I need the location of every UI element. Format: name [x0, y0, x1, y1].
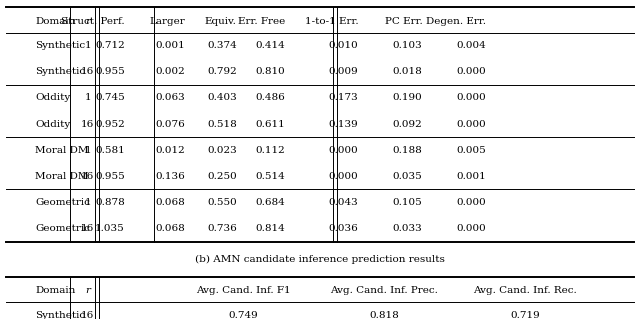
Text: 0.009: 0.009 [329, 67, 358, 76]
Text: 0.035: 0.035 [393, 172, 422, 181]
Text: 0.043: 0.043 [329, 198, 358, 207]
Text: Oddity: Oddity [35, 120, 70, 129]
Text: 0.250: 0.250 [207, 172, 237, 181]
Text: 0.792: 0.792 [207, 67, 237, 76]
Text: 0.518: 0.518 [207, 120, 237, 129]
Text: 0.068: 0.068 [156, 224, 186, 233]
Text: Synthetic: Synthetic [35, 311, 85, 319]
Text: 0.403: 0.403 [207, 93, 237, 102]
Text: r: r [85, 17, 90, 26]
Text: 0.684: 0.684 [255, 198, 285, 207]
Text: 0.139: 0.139 [329, 120, 358, 129]
Text: 0.000: 0.000 [457, 120, 486, 129]
Text: 0.012: 0.012 [156, 146, 186, 155]
Text: 0.001: 0.001 [156, 41, 186, 50]
Text: 0.000: 0.000 [457, 67, 486, 76]
Text: Moral DM: Moral DM [35, 146, 89, 155]
Text: 0.736: 0.736 [207, 224, 237, 233]
Text: 0.023: 0.023 [207, 146, 237, 155]
Text: 0.173: 0.173 [329, 93, 358, 102]
Text: 16: 16 [81, 311, 94, 319]
Text: 1.035: 1.035 [95, 224, 125, 233]
Text: 0.005: 0.005 [457, 146, 486, 155]
Text: 0.000: 0.000 [457, 93, 486, 102]
Text: 0.818: 0.818 [369, 311, 399, 319]
Text: 0.076: 0.076 [156, 120, 186, 129]
Text: 0.033: 0.033 [393, 224, 422, 233]
Text: Domain: Domain [35, 17, 76, 26]
Text: 0.000: 0.000 [329, 172, 358, 181]
Text: 0.955: 0.955 [95, 67, 125, 76]
Text: 0.810: 0.810 [255, 67, 285, 76]
Text: 0.611: 0.611 [255, 120, 285, 129]
Text: 0.712: 0.712 [95, 41, 125, 50]
Text: 0.063: 0.063 [156, 93, 186, 102]
Text: Geometric: Geometric [35, 224, 90, 233]
Text: 0.136: 0.136 [156, 172, 186, 181]
Text: PC Err.: PC Err. [385, 17, 422, 26]
Text: Geometric: Geometric [35, 198, 90, 207]
Text: Oddity: Oddity [35, 93, 70, 102]
Text: 0.103: 0.103 [393, 41, 422, 50]
Text: Degen. Err.: Degen. Err. [426, 17, 486, 26]
Text: (b) AMN candidate inference prediction results: (b) AMN candidate inference prediction r… [195, 255, 445, 264]
Text: 16: 16 [81, 224, 94, 233]
Text: 16: 16 [81, 172, 94, 181]
Text: 0.374: 0.374 [207, 41, 237, 50]
Text: 0.000: 0.000 [329, 146, 358, 155]
Text: 0.749: 0.749 [228, 311, 258, 319]
Text: 0.002: 0.002 [156, 67, 186, 76]
Text: 0.004: 0.004 [457, 41, 486, 50]
Text: Avg. Cand. Inf. Rec.: Avg. Cand. Inf. Rec. [473, 286, 577, 295]
Text: r: r [85, 286, 90, 295]
Text: 0.068: 0.068 [156, 198, 186, 207]
Text: 0.414: 0.414 [255, 41, 285, 50]
Text: 0.000: 0.000 [457, 224, 486, 233]
Text: 0.550: 0.550 [207, 198, 237, 207]
Text: 1: 1 [84, 198, 91, 207]
Text: Larger: Larger [150, 17, 186, 26]
Text: 16: 16 [81, 67, 94, 76]
Text: Equiv.: Equiv. [205, 17, 237, 26]
Text: 1-to-1 Err.: 1-to-1 Err. [305, 17, 358, 26]
Text: 0.036: 0.036 [329, 224, 358, 233]
Text: Err. Free: Err. Free [237, 17, 285, 26]
Text: 0.814: 0.814 [255, 224, 285, 233]
Text: 0.010: 0.010 [329, 41, 358, 50]
Text: 0.018: 0.018 [393, 67, 422, 76]
Text: 0.105: 0.105 [393, 198, 422, 207]
Text: 0.188: 0.188 [393, 146, 422, 155]
Text: 0.001: 0.001 [457, 172, 486, 181]
Text: 1: 1 [84, 41, 91, 50]
Text: 1: 1 [84, 93, 91, 102]
Text: Avg. Cand. Inf. Prec.: Avg. Cand. Inf. Prec. [330, 286, 438, 295]
Text: 0.190: 0.190 [393, 93, 422, 102]
Text: Struct. Perf.: Struct. Perf. [61, 17, 125, 26]
Text: Domain: Domain [35, 286, 76, 295]
Text: Avg. Cand. Inf. F1: Avg. Cand. Inf. F1 [196, 286, 291, 295]
Text: Synthetic: Synthetic [35, 67, 85, 76]
Text: 0.000: 0.000 [457, 198, 486, 207]
Text: 0.092: 0.092 [393, 120, 422, 129]
Text: 0.745: 0.745 [95, 93, 125, 102]
Text: 0.719: 0.719 [510, 311, 540, 319]
Text: Synthetic: Synthetic [35, 41, 85, 50]
Text: 0.112: 0.112 [255, 146, 285, 155]
Text: 0.878: 0.878 [95, 198, 125, 207]
Text: Moral DM: Moral DM [35, 172, 89, 181]
Text: 0.955: 0.955 [95, 172, 125, 181]
Text: 0.581: 0.581 [95, 146, 125, 155]
Text: 16: 16 [81, 120, 94, 129]
Text: 1: 1 [84, 146, 91, 155]
Text: 0.514: 0.514 [255, 172, 285, 181]
Text: 0.486: 0.486 [255, 93, 285, 102]
Text: 0.952: 0.952 [95, 120, 125, 129]
